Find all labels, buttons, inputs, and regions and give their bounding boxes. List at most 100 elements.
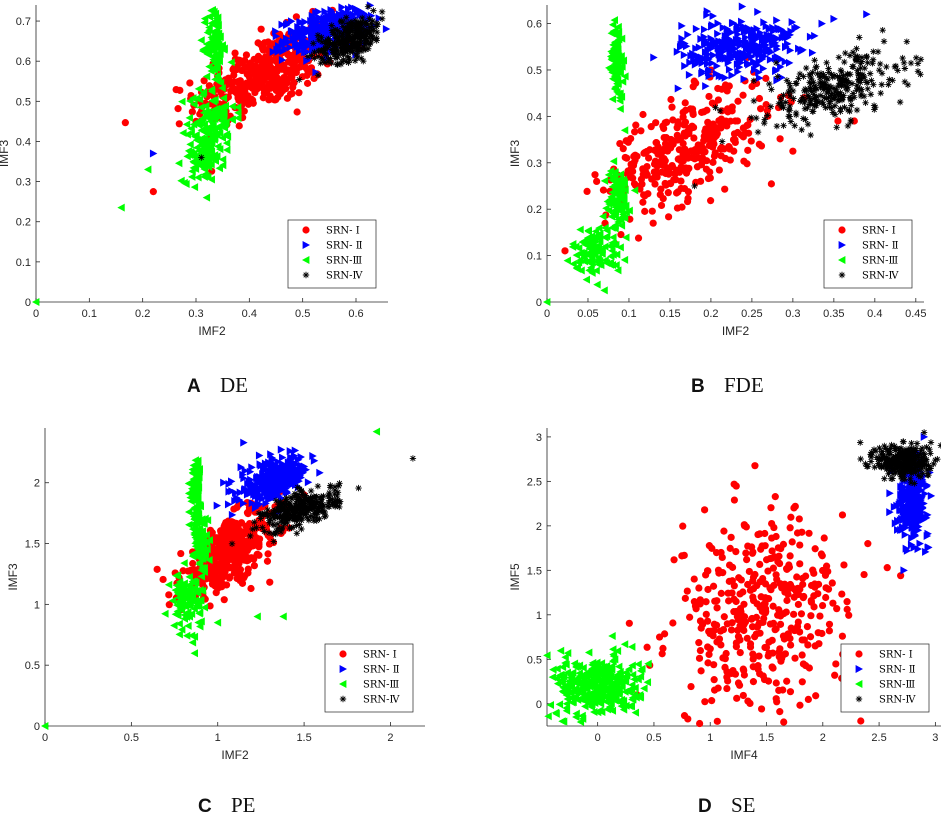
data-point xyxy=(344,4,353,13)
x-tick-label: 0.05 xyxy=(577,308,598,320)
data-point xyxy=(710,686,719,694)
data-point xyxy=(165,591,173,599)
data-point xyxy=(302,25,310,34)
data-point xyxy=(369,17,376,25)
y-tick-label: 0.5 xyxy=(16,96,31,108)
data-point xyxy=(177,625,186,634)
data-point xyxy=(863,78,871,86)
data-point xyxy=(213,130,221,139)
data-point xyxy=(301,63,310,72)
data-point xyxy=(242,51,251,59)
data-point xyxy=(360,57,367,65)
data-point xyxy=(900,59,908,67)
data-point xyxy=(599,212,607,221)
data-point xyxy=(833,124,840,131)
data-point xyxy=(861,65,868,72)
y-axis-label: IMF3 xyxy=(0,140,11,168)
data-point xyxy=(193,519,201,528)
data-point xyxy=(149,149,158,158)
data-point xyxy=(283,494,290,502)
data-point xyxy=(578,238,586,247)
data-point xyxy=(783,677,791,685)
data-point xyxy=(730,496,739,504)
data-point xyxy=(360,43,368,51)
data-point xyxy=(574,258,583,267)
data-point xyxy=(336,498,344,505)
data-point xyxy=(314,32,322,39)
data-point xyxy=(695,43,704,52)
data-point xyxy=(364,29,371,36)
data-point xyxy=(914,60,922,67)
data-point xyxy=(368,23,376,30)
data-point xyxy=(808,48,817,57)
data-point xyxy=(701,35,709,44)
data-point xyxy=(174,589,182,598)
data-point xyxy=(851,94,858,101)
data-point xyxy=(843,86,851,94)
data-point xyxy=(796,560,804,568)
data-point xyxy=(620,255,629,264)
data-point xyxy=(578,680,587,689)
data-point xyxy=(307,512,314,520)
data-point xyxy=(801,87,808,95)
data-point xyxy=(311,55,318,62)
data-point xyxy=(817,70,825,77)
data-point xyxy=(263,557,272,565)
data-point xyxy=(802,116,809,123)
data-point xyxy=(740,27,749,36)
data-point xyxy=(336,480,343,487)
data-point xyxy=(213,152,221,161)
data-point xyxy=(749,678,758,686)
data-point xyxy=(743,634,751,642)
data-point xyxy=(220,44,228,53)
x-tick-label: 0.2 xyxy=(703,308,718,320)
legend-entry: SRN- Ⅱ xyxy=(862,241,899,252)
data-point xyxy=(217,114,225,123)
data-point xyxy=(732,49,741,58)
data-point xyxy=(218,155,227,164)
data-point xyxy=(210,7,218,16)
data-point xyxy=(326,489,333,497)
data-point xyxy=(878,70,886,77)
data-point xyxy=(822,593,830,602)
data-point xyxy=(264,513,272,520)
data-point xyxy=(858,54,866,61)
data-point xyxy=(776,620,785,628)
data-point xyxy=(607,212,616,221)
data-point xyxy=(591,227,600,236)
data-point xyxy=(190,183,199,192)
data-point xyxy=(621,186,629,195)
data-point xyxy=(298,487,305,494)
x-tick-label: 1.5 xyxy=(759,732,774,744)
data-point xyxy=(230,64,238,72)
data-point xyxy=(303,79,312,87)
legend-marker xyxy=(302,271,310,279)
data-point xyxy=(625,619,633,627)
data-point xyxy=(248,554,256,562)
data-point xyxy=(265,459,274,468)
data-point xyxy=(695,141,703,149)
data-point xyxy=(806,633,815,641)
data-point xyxy=(234,94,242,102)
data-point xyxy=(775,552,783,560)
data-point xyxy=(684,188,692,196)
data-point xyxy=(277,498,284,505)
data-point xyxy=(731,40,740,49)
y-tick-label: 0 xyxy=(536,297,542,309)
data-point xyxy=(277,494,286,503)
data-point xyxy=(857,86,865,93)
data-point xyxy=(925,543,933,552)
data-point xyxy=(796,701,804,709)
data-point xyxy=(736,648,744,657)
data-point xyxy=(901,530,910,539)
data-point xyxy=(700,108,708,116)
data-point xyxy=(299,33,307,42)
data-point xyxy=(221,521,229,529)
data-point xyxy=(767,103,775,110)
data-point xyxy=(600,176,609,185)
data-point xyxy=(218,570,227,578)
data-point xyxy=(249,99,257,107)
data-point xyxy=(786,552,794,560)
data-point xyxy=(748,623,757,631)
